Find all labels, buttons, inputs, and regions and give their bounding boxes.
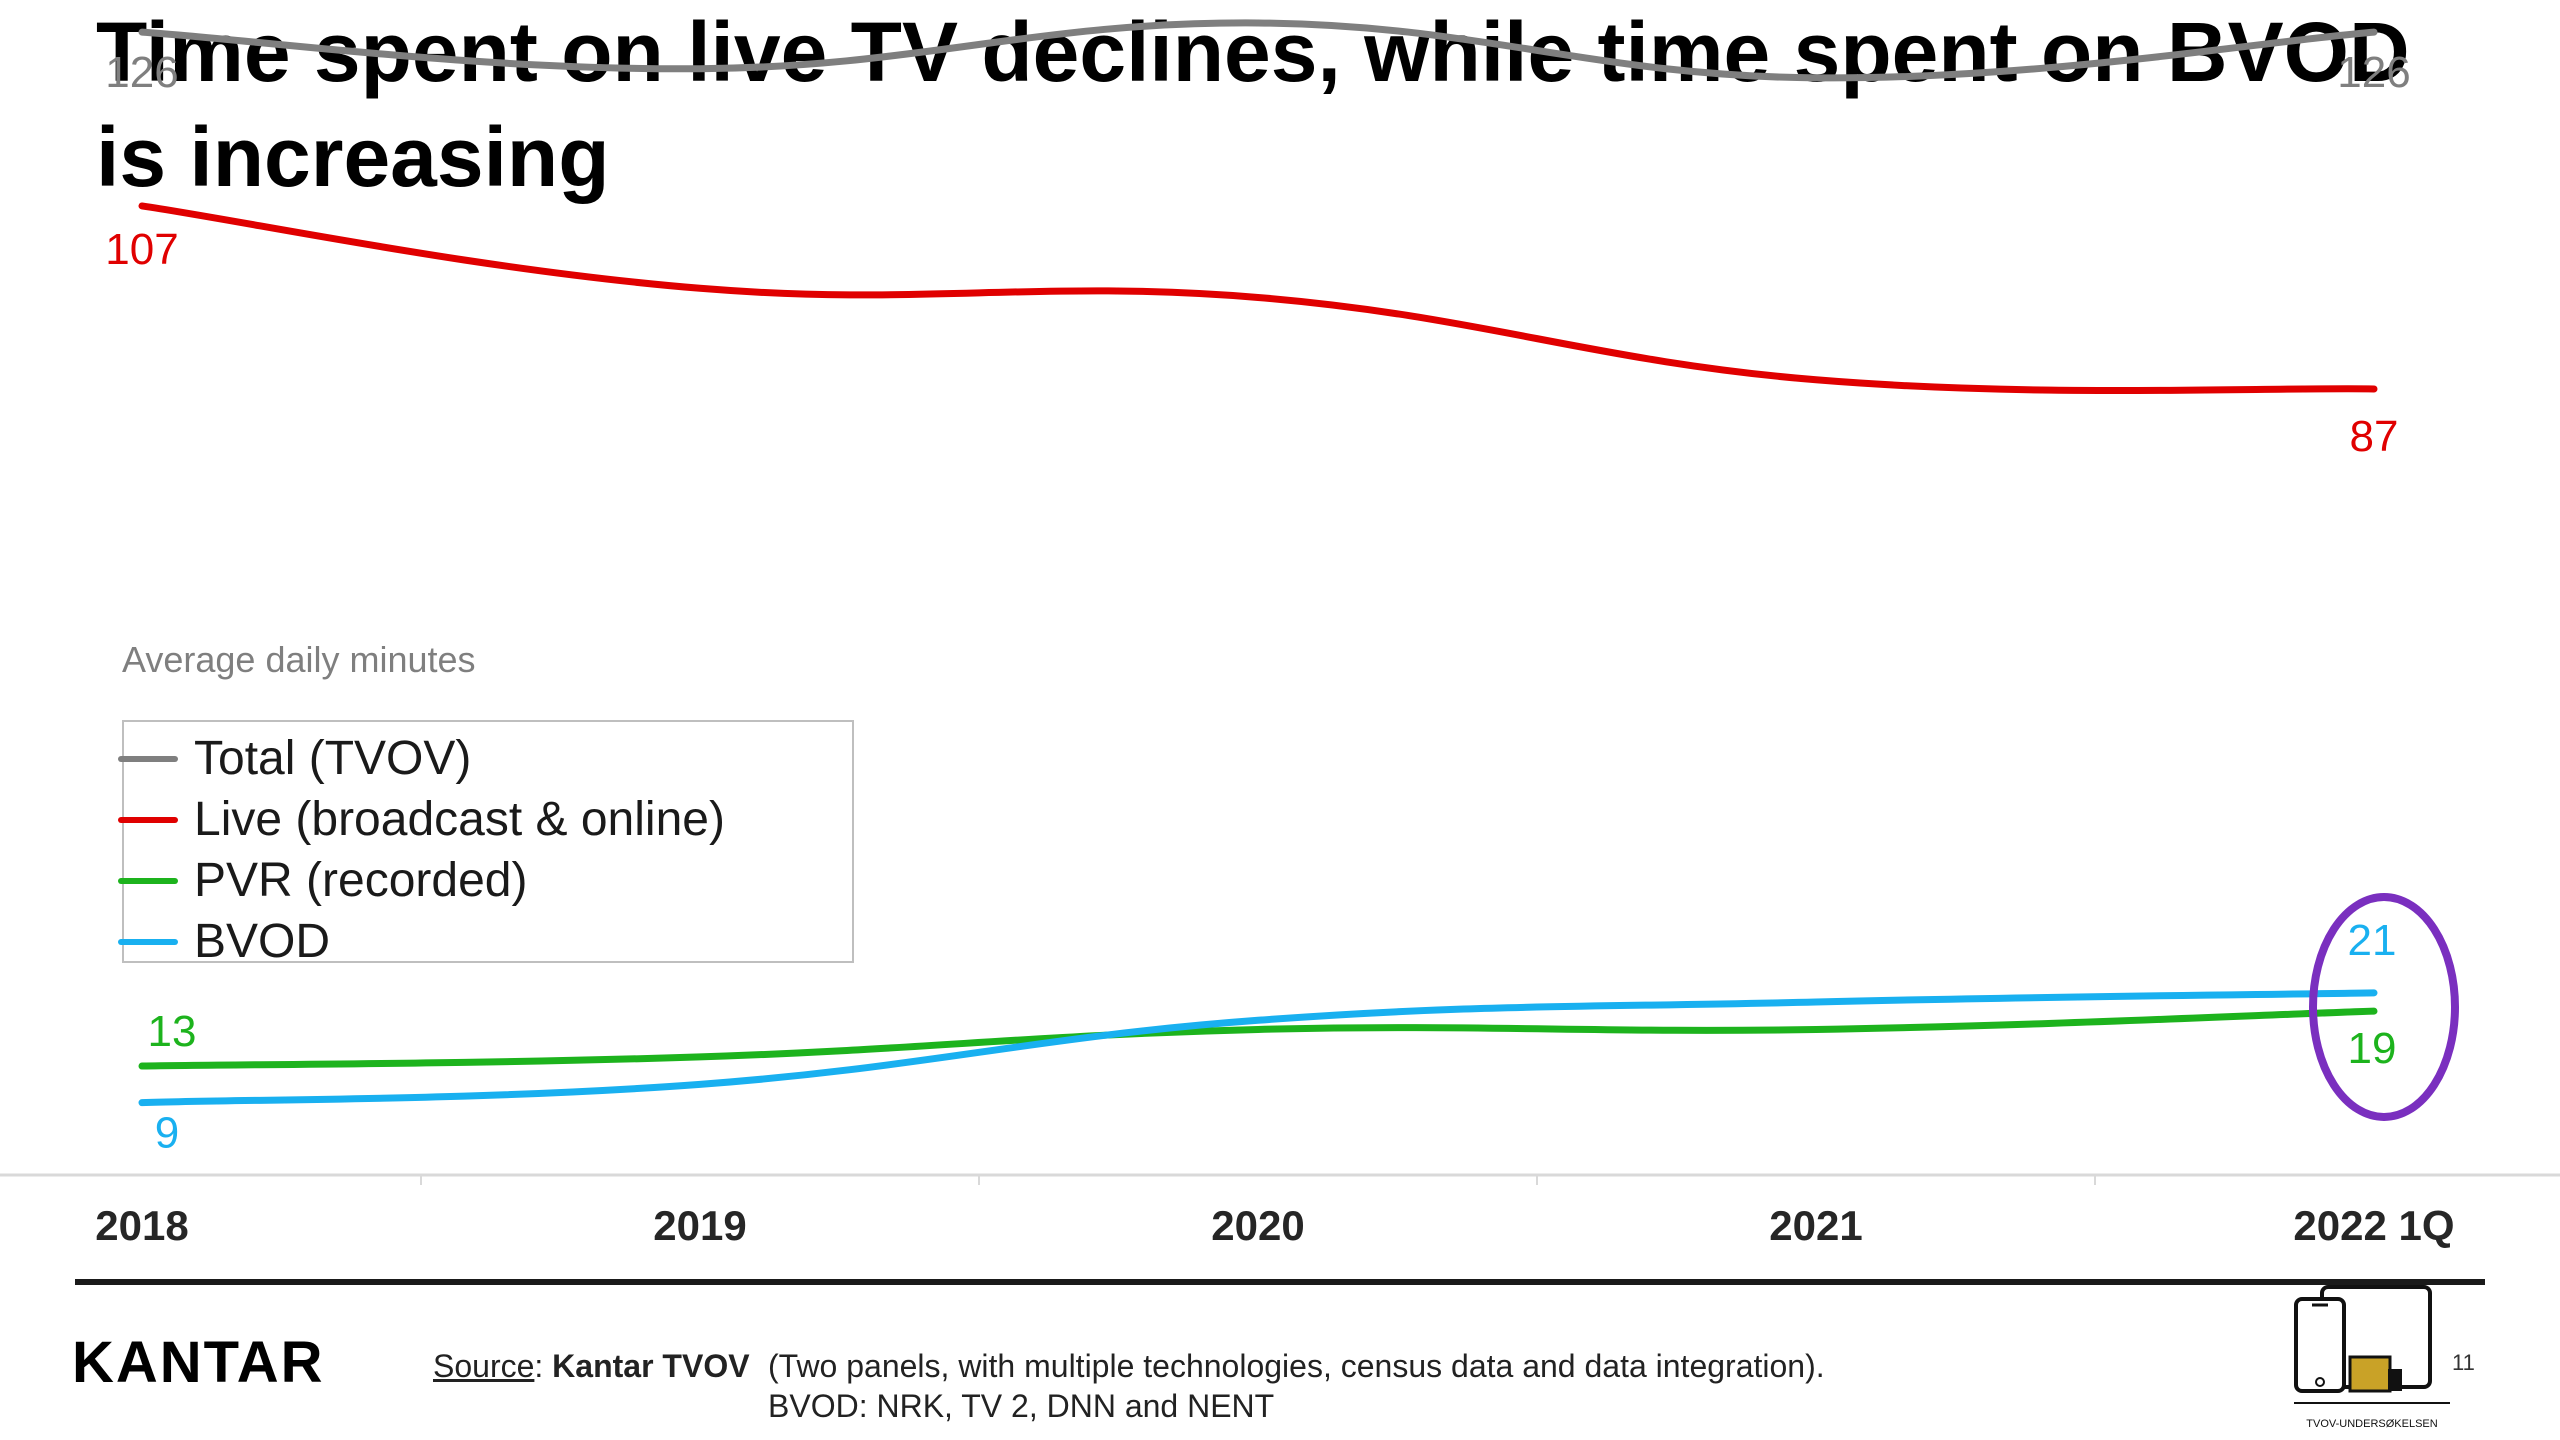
legend-label-pvr: PVR (recorded) bbox=[194, 853, 528, 907]
legend-swatch-bvod bbox=[118, 939, 178, 945]
x-tick-label: 2021 bbox=[1769, 1202, 1862, 1249]
data-label-bvod: 9 bbox=[155, 1109, 179, 1158]
data-label-live: 87 bbox=[2350, 412, 2399, 461]
legend-label-live: Live (broadcast & online) bbox=[194, 792, 725, 846]
brand-caption: TVOV-UNDERSØKELSEN bbox=[2306, 1418, 2437, 1430]
legend-item-pvr: PVR (recorded) bbox=[118, 849, 528, 911]
data-label-bvod: 21 bbox=[2348, 916, 2397, 965]
data-label-total: 126 bbox=[2337, 48, 2410, 97]
x-tick-label: 2022 1Q bbox=[2293, 1202, 2454, 1249]
legend-swatch-total bbox=[118, 756, 178, 762]
legend-swatch-live bbox=[118, 817, 178, 823]
series-line-pvr bbox=[138, 1007, 2378, 1070]
y-axis-label: Average daily minutes bbox=[122, 639, 476, 680]
x-tick-label: 2018 bbox=[95, 1202, 188, 1249]
data-label-live: 107 bbox=[105, 225, 178, 274]
source-note: (Two panels, with multiple technologies,… bbox=[768, 1346, 1968, 1426]
chart-legend: Total (TVOV) Live (broadcast & online) P… bbox=[118, 720, 854, 968]
legend-label-total: Total (TVOV) bbox=[194, 731, 472, 785]
source-note-line-1: (Two panels, with multiple technologies,… bbox=[768, 1348, 1825, 1384]
x-tick-label: 2020 bbox=[1211, 1202, 1304, 1249]
tvov-device-icon: TVOV-UNDERSØKELSEN bbox=[2294, 1285, 2450, 1430]
legend-item-live: Live (broadcast & online) bbox=[118, 788, 725, 850]
legend-swatch-pvr bbox=[118, 878, 178, 884]
legend-label-bvod: BVOD bbox=[194, 914, 331, 968]
source-name: Kantar TVOV bbox=[552, 1348, 750, 1384]
data-label-pvr: 19 bbox=[2348, 1024, 2397, 1073]
highlight-ellipse bbox=[2309, 893, 2459, 1121]
series-line-live bbox=[138, 202, 2378, 395]
page-number: 11 bbox=[2452, 1350, 2475, 1375]
data-label-total: 126 bbox=[105, 48, 178, 97]
x-tick-label: 2019 bbox=[653, 1202, 746, 1249]
source-label: Source bbox=[433, 1348, 535, 1384]
source-credit: Source: Kantar TVOV bbox=[433, 1346, 750, 1386]
line-chart: 126 126 107 87 13 19 9 21 2018 2019 2020 2021 2022 … bbox=[0, 19, 2560, 1249]
kantar-logo: KANTAR bbox=[72, 1330, 325, 1395]
source-colon: : bbox=[534, 1348, 544, 1384]
series-line-total bbox=[138, 19, 2378, 82]
legend-item-total: Total (TVOV) bbox=[118, 727, 472, 789]
series-line-bvod bbox=[138, 989, 2378, 1107]
source-note-line-2: BVOD: NRK, TV 2, DNN and NENT bbox=[768, 1388, 1275, 1424]
legend-item-bvod: BVOD bbox=[118, 910, 331, 972]
data-label-pvr: 13 bbox=[148, 1007, 197, 1056]
footer-divider bbox=[75, 1279, 2485, 1285]
